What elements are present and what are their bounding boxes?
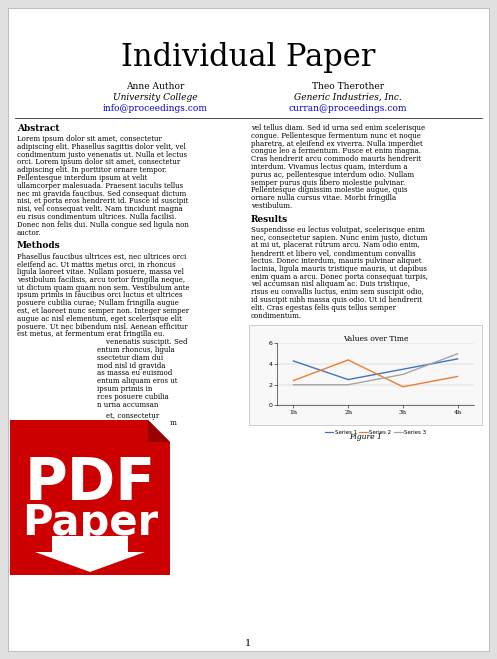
Text: nisi, et porta eros hendrerit id. Fusce id suscipit: nisi, et porta eros hendrerit id. Fusce …	[17, 198, 188, 206]
Text: Abstract: Abstract	[17, 124, 60, 133]
Text: rces posuere cubilia: rces posuere cubilia	[97, 393, 169, 401]
Text: risus eu convallis luctus, enim sem suscipit odio,: risus eu convallis luctus, enim sem susc…	[251, 288, 424, 296]
Text: condimentum justo venenatis ut. Nulla et lectus: condimentum justo venenatis ut. Nulla et…	[17, 151, 187, 159]
Text: eu risus condimentum ultrices. Nulla facilisi.: eu risus condimentum ultrices. Nulla fac…	[17, 213, 176, 221]
Text: ornare nulla cursus vitae. Morbi fringilla: ornare nulla cursus vitae. Morbi fringil…	[251, 194, 396, 202]
Text: ssectetur diam dui: ssectetur diam dui	[97, 354, 163, 362]
Text: Figure 1: Figure 1	[349, 434, 382, 442]
Text: ipsum primis in faucibus orci luctus et ultrices: ipsum primis in faucibus orci luctus et …	[17, 291, 182, 299]
Text: nec, consectetur sapien. Nunc enim justo, dictum: nec, consectetur sapien. Nunc enim justo…	[251, 233, 427, 242]
FancyBboxPatch shape	[249, 326, 482, 426]
Text: Lorem ipsum dolor sit amet, consectetur: Lorem ipsum dolor sit amet, consectetur	[17, 135, 162, 143]
Text: varius augue. Aliquam: varius augue. Aliquam	[97, 419, 177, 427]
Text: congue. Pellentesque fermentum nunc et noque: congue. Pellentesque fermentum nunc et n…	[251, 132, 421, 140]
Text: lectus. Donec interdum, mauris pulvinar aliquet: lectus. Donec interdum, mauris pulvinar …	[251, 257, 421, 265]
Text: eleifend ac. Ut mattis metus orci, in rhoncus: eleifend ac. Ut mattis metus orci, in rh…	[17, 260, 175, 268]
Text: PDF: PDF	[24, 455, 156, 512]
Text: Individual Paper: Individual Paper	[121, 42, 375, 73]
Text: vel tellus diam. Sed id urna sed enim scelerisque: vel tellus diam. Sed id urna sed enim sc…	[251, 124, 425, 132]
Text: info@proceedings.com: info@proceedings.com	[102, 104, 208, 113]
Text: purus ac, pellentesque interdum odio. Nullam: purus ac, pellentesque interdum odio. Nu…	[251, 171, 414, 179]
Text: hendrerit et libero vel, condimentum convallis: hendrerit et libero vel, condimentum con…	[251, 249, 415, 257]
Text: 1: 1	[245, 639, 251, 648]
Text: semper purus quis libero molestie pulvinar.: semper purus quis libero molestie pulvin…	[251, 179, 405, 186]
Text: nec mi gravida faucibus. Sed consequat dictum: nec mi gravida faucibus. Sed consequat d…	[17, 190, 186, 198]
Polygon shape	[35, 536, 145, 572]
Text: est, et laoreet nunc semper non. Integer semper: est, et laoreet nunc semper non. Integer…	[17, 307, 189, 315]
Polygon shape	[148, 420, 170, 442]
Text: ut dictum quam quam non sem. Vestibulum ante: ut dictum quam quam non sem. Vestibulum …	[17, 283, 190, 291]
Text: ullamcorper malesuada. Praesent iaculis tellus: ullamcorper malesuada. Praesent iaculis …	[17, 182, 183, 190]
Text: entum rhoncus, ligula: entum rhoncus, ligula	[97, 346, 175, 354]
Text: ipsum primis in: ipsum primis in	[97, 385, 153, 393]
Text: condimentum.: condimentum.	[251, 312, 302, 320]
Text: et, consectetur: et, consectetur	[97, 411, 159, 419]
Text: Donec non felis dui. Nulla congue sed ligula non: Donec non felis dui. Nulla congue sed li…	[17, 221, 189, 229]
Text: Pellentesque dignissim molestie augue, quis: Pellentesque dignissim molestie augue, q…	[251, 186, 408, 194]
Text: enim quam a arcu. Donec porta consequat turpis,: enim quam a arcu. Donec porta consequat …	[251, 273, 428, 281]
Text: Cras hendrerit arcu commodo mauris hendrerit: Cras hendrerit arcu commodo mauris hendr…	[251, 156, 421, 163]
Title: Values over Time: Values over Time	[343, 335, 408, 343]
Text: University College: University College	[113, 93, 197, 102]
Text: interdum. Vivamus lectus quam, interdum a: interdum. Vivamus lectus quam, interdum …	[251, 163, 408, 171]
Text: Theo Therother: Theo Therother	[312, 82, 384, 91]
Text: Phasellus faucibus ultrices est, nec ultrices orci: Phasellus faucibus ultrices est, nec ult…	[17, 252, 186, 260]
Text: id suscipit nibh massa quis odio. Ut id hendrerit: id suscipit nibh massa quis odio. Ut id …	[251, 296, 422, 304]
Text: Suspendisse eu lectus volutpat, scelerisque enim: Suspendisse eu lectus volutpat, sceleris…	[251, 226, 425, 234]
Text: congue leo a fermentum. Fusce et enim magna.: congue leo a fermentum. Fusce et enim ma…	[251, 148, 421, 156]
Text: Methods: Methods	[17, 241, 61, 250]
Text: at mi ut, placerat rutrum arcu. Nam odio enim,: at mi ut, placerat rutrum arcu. Nam odio…	[251, 241, 420, 249]
Text: Generic Industries, Inc.: Generic Industries, Inc.	[294, 93, 402, 102]
Text: posuere cubilia curae; Nullam fringilla augue: posuere cubilia curae; Nullam fringilla …	[17, 299, 179, 307]
Text: adipiscing elit. Phasellus sagittis dolor velit, vel: adipiscing elit. Phasellus sagittis dolo…	[17, 143, 186, 151]
FancyBboxPatch shape	[10, 420, 170, 575]
Text: mod nisl id gravida: mod nisl id gravida	[97, 362, 166, 370]
FancyBboxPatch shape	[8, 8, 489, 651]
Text: venenatis suscipit. Sed: venenatis suscipit. Sed	[97, 338, 187, 346]
Text: nisi, vel consequat velit. Nam tincidunt magna: nisi, vel consequat velit. Nam tincidunt…	[17, 205, 183, 214]
Text: as massa eu euismod: as massa eu euismod	[97, 370, 172, 378]
Polygon shape	[148, 420, 170, 442]
Text: ligula laoreet vitae. Nullam posuere, massa vel: ligula laoreet vitae. Nullam posuere, ma…	[17, 268, 184, 276]
Text: vestibulum facilisis, arcu tortor fringilla neque,: vestibulum facilisis, arcu tortor fringi…	[17, 276, 185, 284]
Text: Pellentesque interdum ipsum at velit: Pellentesque interdum ipsum at velit	[17, 174, 147, 182]
Text: augue ac nisl elementum, eget scelerisque elit: augue ac nisl elementum, eget scelerisqu…	[17, 315, 182, 323]
Text: elit. Cras egestas felis quis tellus semper: elit. Cras egestas felis quis tellus sem…	[251, 304, 396, 312]
Text: posuere. Ut nec bibendum nisl. Aenean efficitur: posuere. Ut nec bibendum nisl. Aenean ef…	[17, 323, 188, 331]
Text: curran@proceedings.com: curran@proceedings.com	[289, 104, 407, 113]
Text: auctor.: auctor.	[17, 229, 42, 237]
Text: n urna accumsan: n urna accumsan	[97, 401, 159, 409]
Text: pharetra, at eleifend ex viverra. Nulla imperdiet: pharetra, at eleifend ex viverra. Nulla …	[251, 140, 423, 148]
Text: adipiscing elit. In porttitor ornare tempor.: adipiscing elit. In porttitor ornare tem…	[17, 166, 167, 174]
Text: vel accumsan nisl aliquam ac. Duis tristique,: vel accumsan nisl aliquam ac. Duis trist…	[251, 280, 410, 289]
Text: vestibulum.: vestibulum.	[251, 202, 292, 210]
Text: Paper: Paper	[22, 502, 158, 544]
Text: Results: Results	[251, 215, 288, 224]
Text: entum aliquam eros ut: entum aliquam eros ut	[97, 377, 177, 386]
Text: lacinia, ligula mauris tristique mauris, ut dapibus: lacinia, ligula mauris tristique mauris,…	[251, 265, 427, 273]
Legend: Series 1, Series 2, Series 3: Series 1, Series 2, Series 3	[323, 427, 429, 437]
Text: orci. Lorem ipsum dolor sit amet, consectetur: orci. Lorem ipsum dolor sit amet, consec…	[17, 158, 180, 167]
Text: est metus, at fermentum erat fringilla eu.: est metus, at fermentum erat fringilla e…	[17, 330, 165, 339]
Text: Anne Author: Anne Author	[126, 82, 184, 91]
